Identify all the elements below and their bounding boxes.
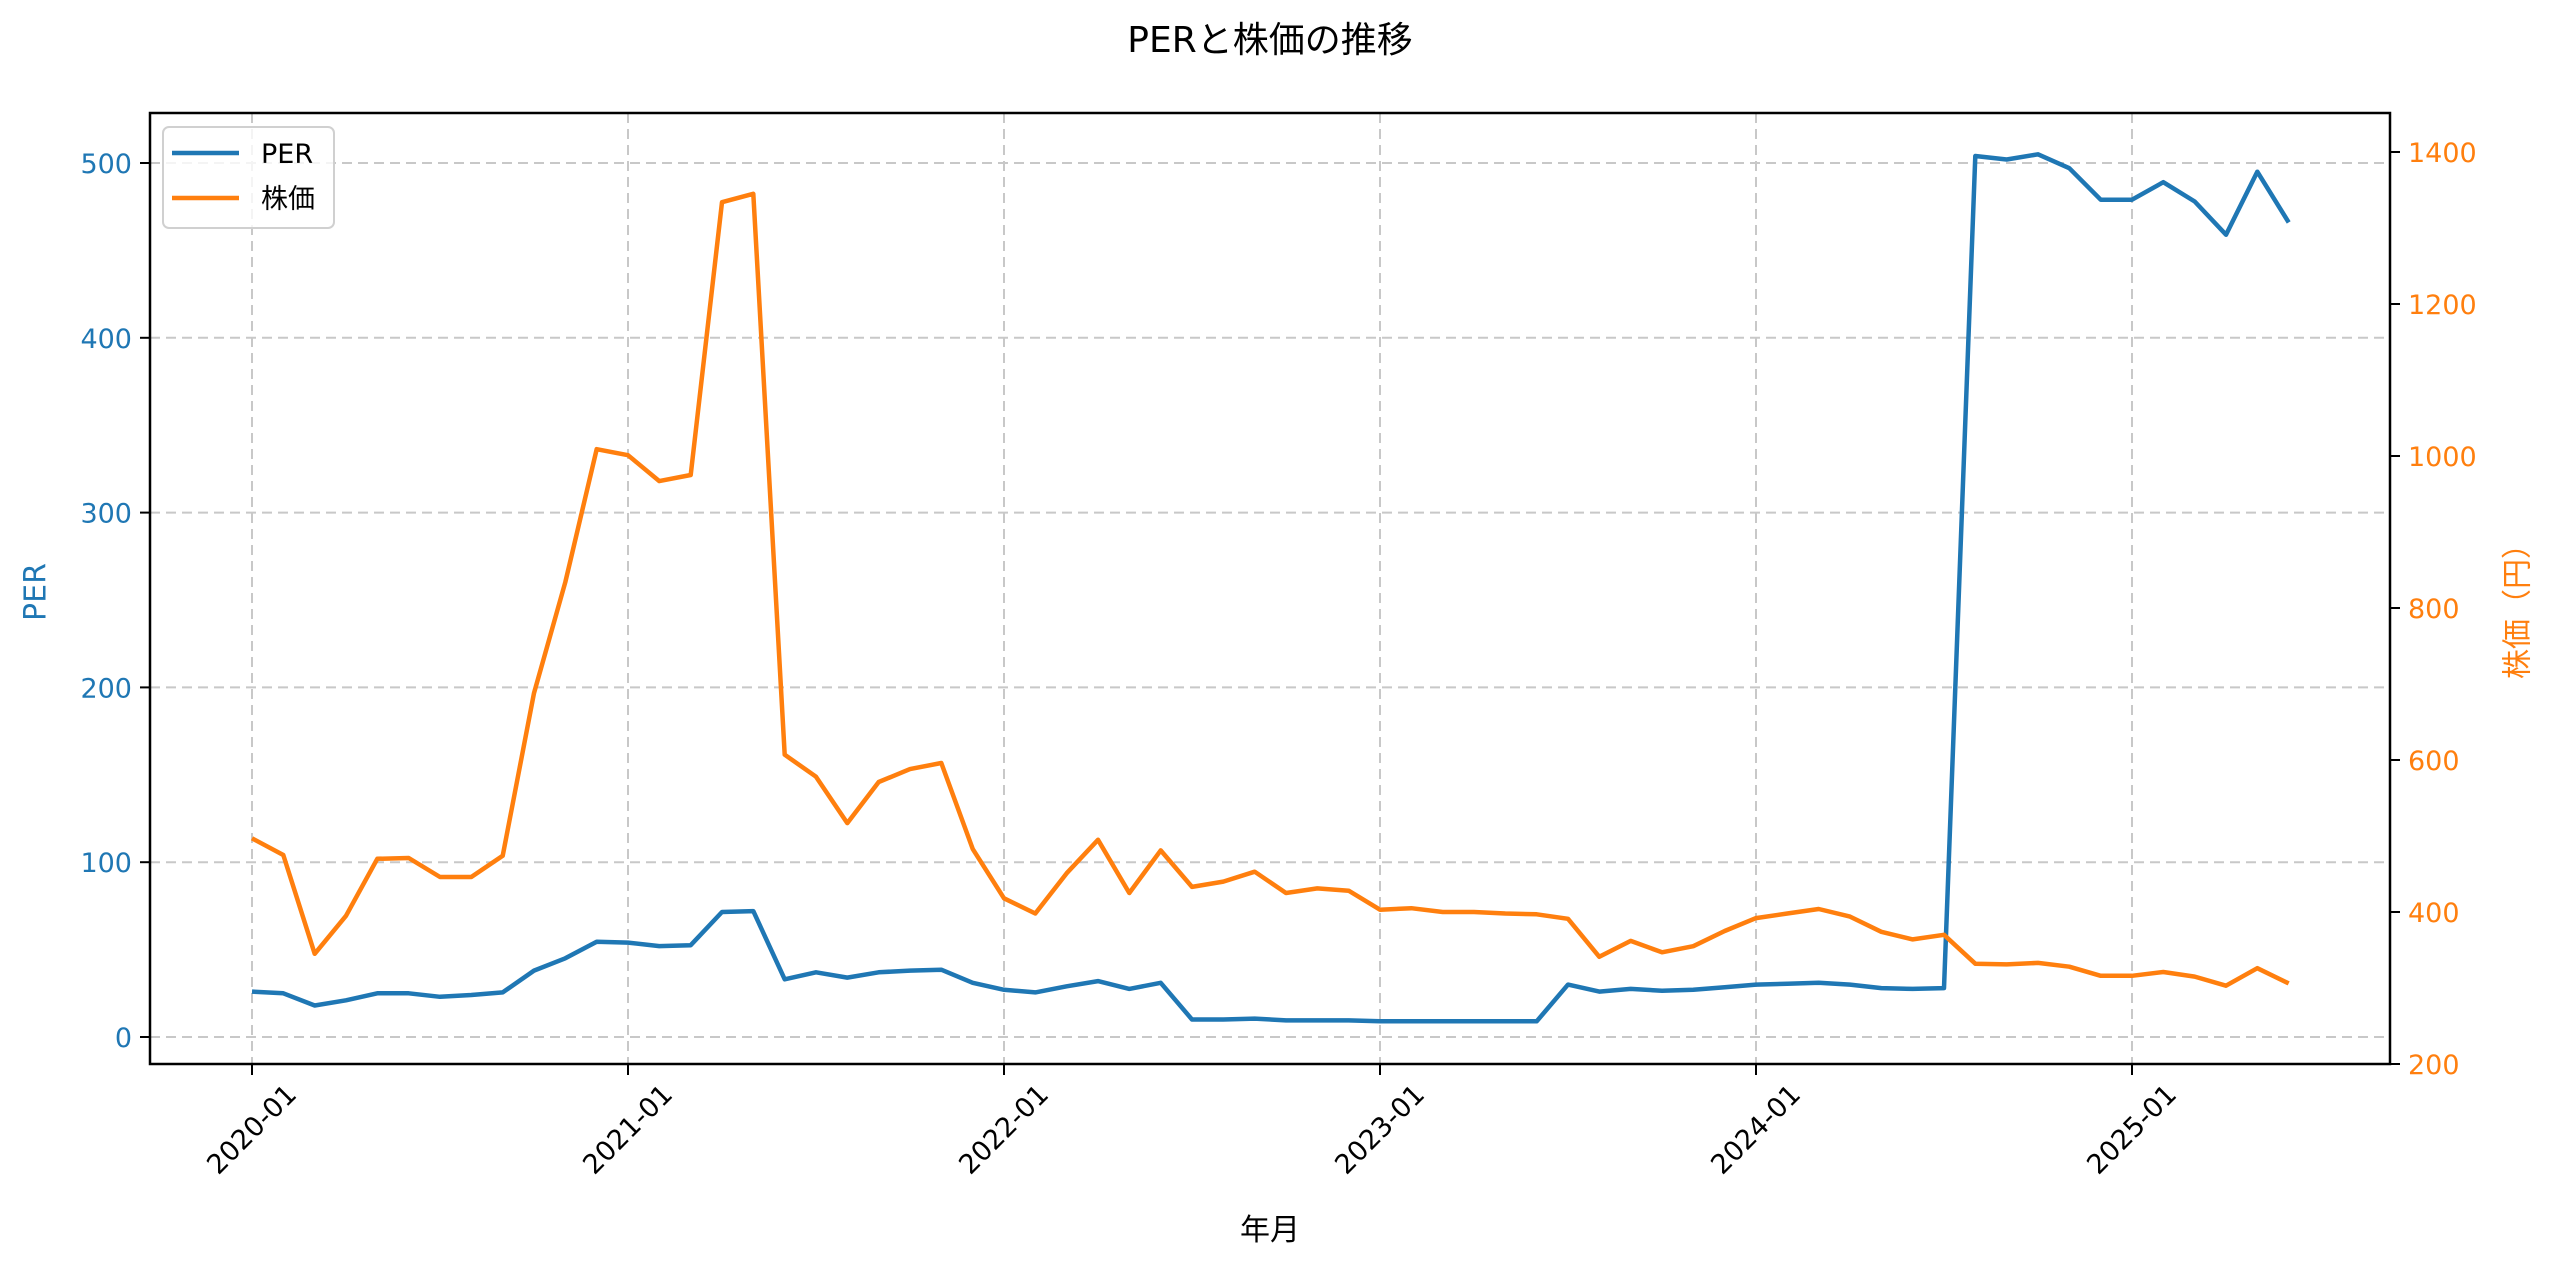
per-line — [251, 152, 2291, 1024]
legend-label-per: PER — [261, 139, 313, 170]
x-tick-label: 2021-01 — [577, 1079, 679, 1181]
right-tick-label: 1400 — [2408, 138, 2477, 169]
x-axis-label: 年月 — [1240, 1213, 1300, 1248]
left-tick-label: 200 — [80, 673, 132, 704]
legend: PER 株価 — [162, 126, 335, 229]
right-tick-label: 1000 — [2408, 442, 2477, 473]
series-layer — [250, 152, 2291, 1024]
left-tick-label: 300 — [80, 499, 132, 530]
right-tick-label: 200 — [2408, 1050, 2460, 1081]
legend-label-price: 株価 — [261, 184, 315, 215]
x-tick-label: 2023-01 — [1329, 1079, 1431, 1181]
left-tick-label: 500 — [80, 149, 132, 180]
left-y-axis: 0 100 200 300 400 500 — [80, 149, 150, 1054]
right-tick-label: 600 — [2408, 746, 2460, 777]
x-tick-label: 2025-01 — [2081, 1079, 2183, 1181]
gridlines — [150, 113, 2390, 1064]
price-line — [250, 191, 2290, 988]
plot-frame — [148, 111, 2392, 1066]
left-tick-label: 0 — [115, 1023, 132, 1054]
x-tick-label: 2020-01 — [201, 1079, 303, 1181]
x-tick-label: 2022-01 — [953, 1079, 1055, 1181]
left-tick-label: 100 — [80, 848, 132, 879]
right-tick-label: 1200 — [2408, 290, 2477, 321]
x-tick-label: 2024-01 — [1705, 1079, 1807, 1181]
chart-title: PERと株価の推移 — [1127, 20, 1412, 61]
y-axis-right-label: 株価（円） — [2501, 529, 2536, 679]
right-y-axis: 200 400 600 800 1000 1200 1400 — [2390, 138, 2477, 1081]
right-tick-label: 800 — [2408, 594, 2460, 625]
x-axis: 2020-01 2021-01 2022-01 2023-01 2024-01 2025-… — [201, 1064, 2183, 1181]
y-axis-left-label: PER — [19, 563, 54, 621]
left-tick-label: 400 — [80, 324, 132, 355]
right-tick-label: 400 — [2408, 898, 2460, 929]
